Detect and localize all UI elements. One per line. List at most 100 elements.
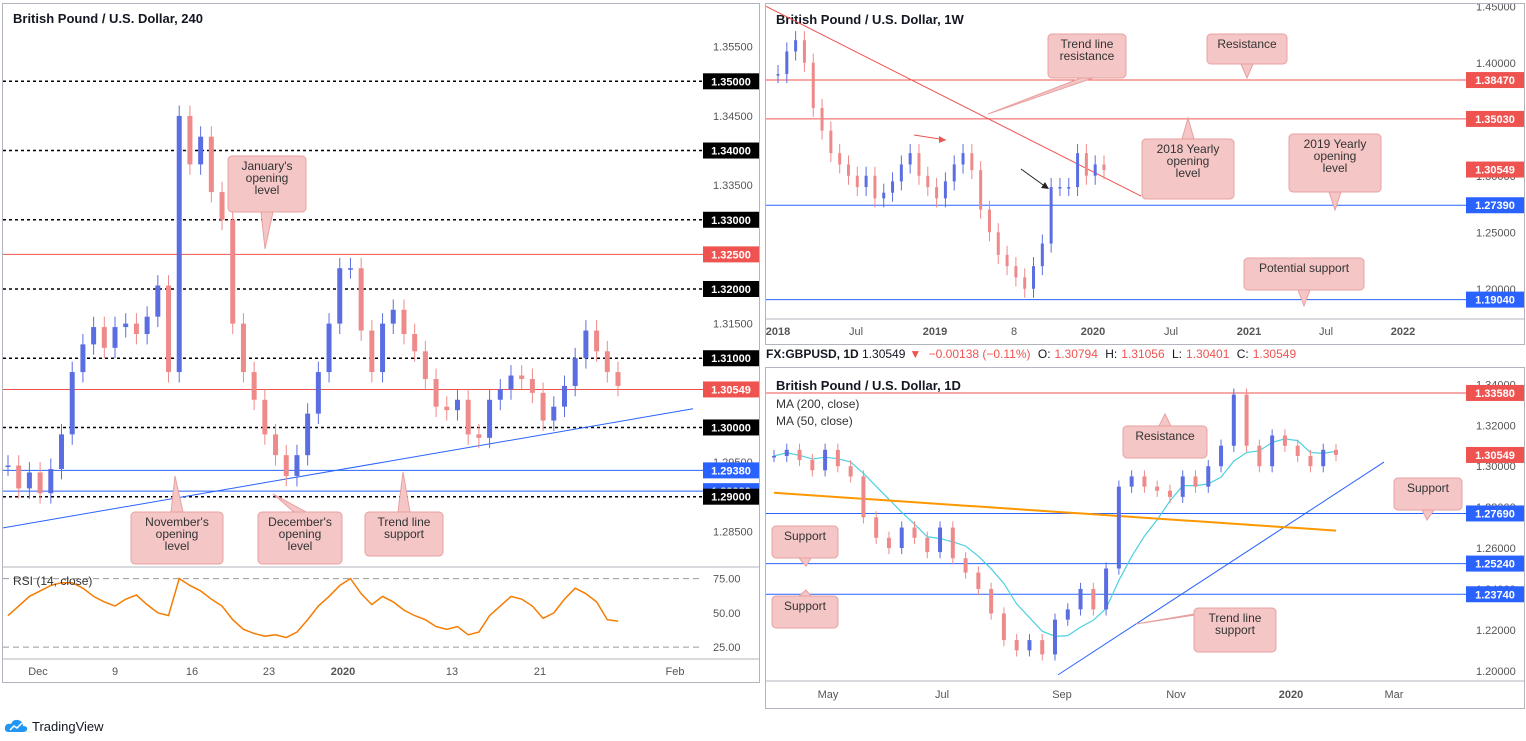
candle <box>835 449 840 467</box>
callout-text: opening <box>1314 149 1357 163</box>
chart-1d-svg[interactable]: British Pound / U.S. Dollar, 1D MA (200, … <box>766 368 1524 708</box>
candle <box>846 164 850 176</box>
tradingview-cloud-icon <box>4 719 28 732</box>
candle <box>1116 486 1121 569</box>
chart-4h-svg[interactable]: British Pound / U.S. Dollar, 240 1.35500 1… <box>3 4 759 682</box>
price-tag-label: 1.35030 <box>1475 114 1515 126</box>
x-tick-label: 2020 <box>331 666 355 678</box>
callout-text: level <box>1176 166 1201 180</box>
price-tag <box>703 381 759 398</box>
chart-panel-4h[interactable]: British Pound / U.S. Dollar, 240 1.35500 1… <box>2 3 760 683</box>
callout-resistance-pointer <box>1158 412 1172 427</box>
x-tick-label: Sep <box>1052 689 1072 701</box>
callout-potential-support[interactable]: Potential support <box>1243 257 1365 308</box>
candle <box>1206 466 1211 487</box>
chart-1w-svg[interactable]: British Pound / U.S. Dollar, 1W 1.45000 1.… <box>766 4 1524 344</box>
candle <box>874 517 879 538</box>
candle <box>785 51 789 75</box>
tradingview-logo[interactable]: TradingView <box>4 718 104 734</box>
candle <box>112 327 118 348</box>
callout-support-right[interactable]: Support <box>1393 477 1463 521</box>
candle <box>337 268 343 324</box>
price-tag <box>1466 110 1524 127</box>
price-tag-label: 1.27390 <box>1475 200 1515 212</box>
price-tag-label: 1.35000 <box>711 76 751 88</box>
candle <box>1065 609 1070 620</box>
callout-text: Trend line <box>1061 37 1114 51</box>
candle <box>1167 490 1172 497</box>
last-price: 1.30549 <box>862 347 906 361</box>
candle <box>838 153 842 165</box>
price-tag-label: 1.32000 <box>711 284 751 296</box>
callout-text: opening <box>156 527 199 541</box>
candle <box>899 164 903 182</box>
x-tick-label: 13 <box>446 666 458 678</box>
candle <box>1067 187 1071 189</box>
callout-resistance[interactable]: Resistance <box>1122 412 1208 459</box>
y-tick-label: 1.33500 <box>713 180 753 192</box>
candle <box>1102 164 1106 171</box>
candle <box>908 153 912 165</box>
callout-resistance[interactable]: Resistance <box>1206 33 1288 80</box>
candle <box>1027 640 1032 651</box>
callout-support-mid[interactable]: Support <box>771 525 839 567</box>
candle <box>529 379 535 393</box>
callout-2019-opening-pointer <box>1328 191 1342 212</box>
candle <box>572 358 578 386</box>
callout-support-low[interactable]: Support <box>771 589 839 629</box>
price-tag <box>703 488 759 505</box>
candle <box>1014 640 1019 651</box>
candle <box>950 527 955 559</box>
callout-support-mid-box <box>771 525 839 559</box>
candle <box>1084 153 1088 176</box>
x-tick-label: 2022 <box>1391 326 1415 338</box>
candle <box>1023 277 1027 289</box>
candle <box>1180 476 1185 497</box>
candle <box>776 74 780 76</box>
down-arrow-icon: ▼ <box>909 347 922 361</box>
callout-text: opening <box>246 171 289 185</box>
x-tick-label: 2019 <box>923 326 947 338</box>
candle <box>465 399 471 435</box>
x-tick-label: 16 <box>186 666 198 678</box>
chart-panel-1w[interactable]: British Pound / U.S. Dollar, 1W 1.45000 1.… <box>765 3 1525 345</box>
candle <box>540 392 546 421</box>
x-tick-label: Jul <box>935 689 949 701</box>
candle <box>989 588 994 614</box>
price-tag-label: 1.33580 <box>1475 388 1515 400</box>
y-tick-label: 1.40000 <box>1476 58 1516 70</box>
candle <box>219 192 225 220</box>
candle <box>133 323 139 334</box>
callout-support-right-pointer <box>1421 509 1435 521</box>
price-tag-label: 1.32500 <box>711 249 751 261</box>
price-tag-label: 1.29380 <box>711 465 751 477</box>
rsi-line <box>7 577 619 639</box>
y-tick-label: 1.34500 <box>713 111 753 123</box>
candle <box>855 175 859 188</box>
callout-text: level <box>1323 161 1348 175</box>
price-tag-label: 1.25240 <box>1475 559 1515 571</box>
callout-text: resistance <box>1060 49 1115 63</box>
candle <box>26 472 32 489</box>
candle <box>912 527 917 538</box>
y-tick-label: 1.20000 <box>1476 666 1516 678</box>
callout-text: November's <box>145 515 209 529</box>
candle <box>1334 449 1338 455</box>
candle <box>976 572 981 589</box>
candle <box>1032 266 1036 289</box>
callout-trend-resistance-pointer <box>987 77 1094 115</box>
candle <box>166 285 172 373</box>
chart-panel-1d[interactable]: British Pound / U.S. Dollar, 1D MA (200, … <box>765 367 1525 709</box>
candle <box>987 209 991 233</box>
rsi-tick-label: 75.00 <box>713 574 741 586</box>
callout-support-low-pointer <box>797 589 813 597</box>
trend-line-support <box>1057 461 1385 676</box>
